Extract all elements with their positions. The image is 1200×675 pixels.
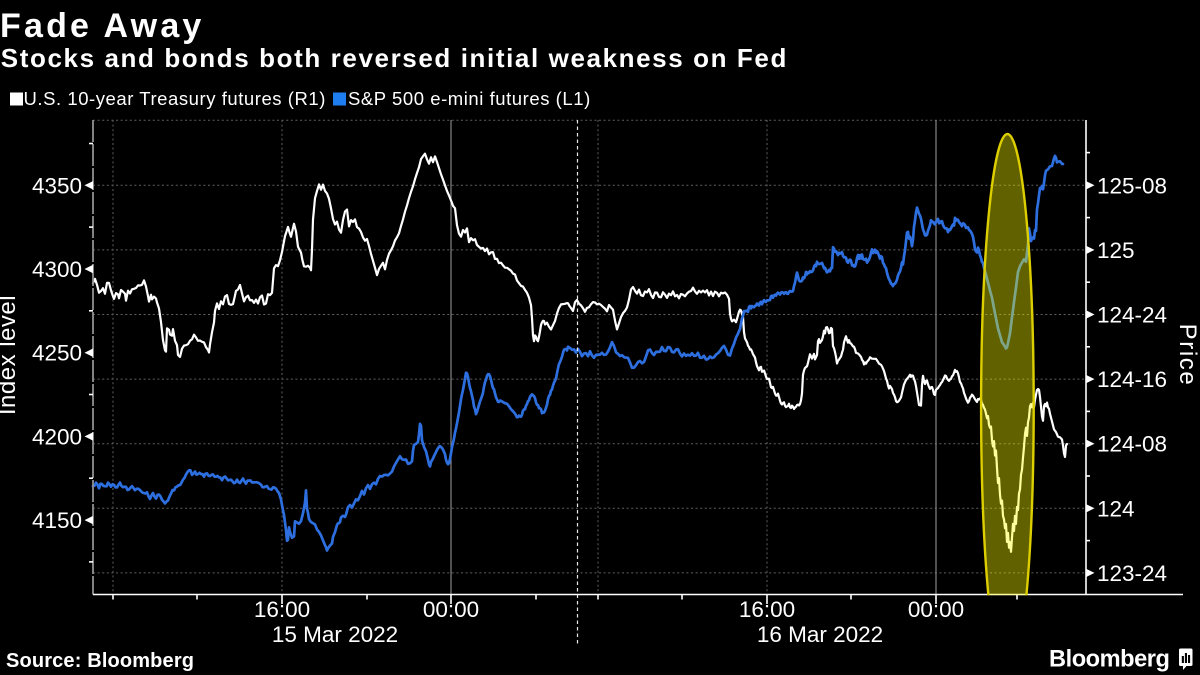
- svg-text:125: 125: [1097, 238, 1135, 263]
- svg-text:124-24: 124-24: [1097, 303, 1167, 328]
- svg-text:Price: Price: [1174, 324, 1200, 387]
- svg-text:Source: Bloomberg: Source: Bloomberg: [6, 650, 194, 672]
- svg-text:Fade Away: Fade Away: [0, 7, 205, 45]
- svg-text:4150: 4150: [32, 508, 82, 533]
- svg-text:124-08: 124-08: [1097, 432, 1167, 457]
- svg-text:4350: 4350: [32, 173, 82, 198]
- svg-text:124-16: 124-16: [1097, 367, 1167, 392]
- svg-text:16:00: 16:00: [254, 597, 310, 622]
- svg-text:00:00: 00:00: [423, 597, 479, 622]
- svg-text:123-24: 123-24: [1097, 561, 1167, 586]
- svg-text:124: 124: [1097, 496, 1135, 521]
- svg-text:16:00: 16:00: [739, 597, 795, 622]
- svg-text:00:00: 00:00: [908, 597, 964, 622]
- svg-text:Index level: Index level: [0, 295, 21, 415]
- svg-text:16 Mar 2022: 16 Mar 2022: [757, 622, 883, 647]
- svg-text:S&P 500 e-mini futures (L1): S&P 500 e-mini futures (L1): [348, 88, 591, 109]
- svg-text:4300: 4300: [32, 257, 82, 282]
- svg-text:U.S. 10-year Treasury futures: U.S. 10-year Treasury futures (R1): [24, 88, 326, 109]
- svg-text:Stocks and bonds both reversed: Stocks and bonds both reversed initial w…: [1, 43, 788, 73]
- svg-text:4200: 4200: [32, 424, 82, 449]
- svg-text:15 Mar 2022: 15 Mar 2022: [272, 622, 398, 647]
- svg-text:4250: 4250: [32, 341, 82, 366]
- svg-text:125-08: 125-08: [1097, 173, 1167, 198]
- svg-text:Bloomberg: Bloomberg: [1049, 647, 1169, 673]
